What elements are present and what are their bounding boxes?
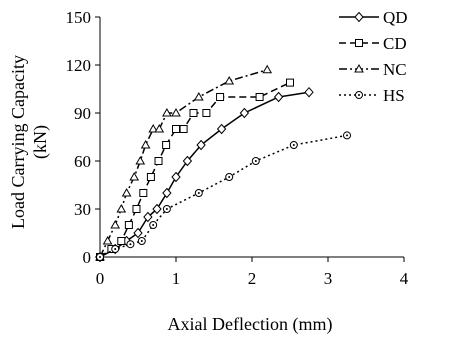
data-point-hs-center <box>140 240 143 242</box>
y-tick-label: 150 <box>66 8 92 27</box>
data-point-qd <box>304 86 314 98</box>
data-point-hs-center <box>99 256 101 258</box>
legend-item-nc: NC <box>339 60 407 79</box>
data-point-qd <box>143 211 153 223</box>
data-point-qd <box>152 203 162 215</box>
data-point-cd <box>189 109 198 117</box>
data-point-qd <box>162 187 172 199</box>
axes: 0 1 2 3 4 0 30 60 90 120 150 <box>66 8 409 288</box>
y-tick-label: 90 <box>74 104 91 123</box>
data-point-nc <box>171 107 181 117</box>
legend-marker-cd <box>355 39 363 47</box>
y-tick-label: 120 <box>66 56 92 75</box>
data-point-cd <box>139 189 148 197</box>
x-axis-label: Axial Deflection (mm) <box>168 314 333 335</box>
y-axis-label-line2: (kN) <box>30 125 51 159</box>
series-line-hs <box>99 134 348 258</box>
data-point-qd <box>273 91 284 103</box>
data-point-qd <box>133 227 143 239</box>
data-point-qd <box>182 155 193 167</box>
data-point-hs-center <box>129 243 132 246</box>
x-tick-label: 4 <box>400 269 409 288</box>
data-point-cd <box>117 237 126 245</box>
legend-marker-qd <box>354 11 364 23</box>
data-point-nc <box>129 171 140 181</box>
legend-label-qd: QD <box>383 8 408 27</box>
data-point-nc <box>116 203 127 213</box>
data-point-nc <box>262 64 273 74</box>
legend-item-hs: HS <box>339 86 405 105</box>
y-tick-label: 60 <box>74 152 91 171</box>
legend-item-qd: QD <box>339 8 408 27</box>
data-point-nc <box>162 107 172 117</box>
data-point-cd <box>172 125 180 133</box>
data-point-qd <box>216 123 227 135</box>
data-point-qd <box>196 139 206 151</box>
data-point-nc <box>140 139 151 149</box>
data-point-hs-center <box>152 224 155 226</box>
data-point-nc <box>193 91 204 101</box>
data-point-hs-center <box>228 176 231 178</box>
data-point-cd <box>146 173 155 181</box>
data-point-nc <box>148 123 159 133</box>
data-point-cd <box>179 125 188 133</box>
legend-label-hs: HS <box>383 86 405 105</box>
plot-area <box>95 64 351 263</box>
data-point-cd <box>162 141 171 149</box>
data-point-nc <box>135 155 146 165</box>
y-axis-label-line1: Load Carrying Capacity <box>8 55 28 229</box>
x-tick-label: 3 <box>324 269 333 288</box>
data-point-nc <box>154 123 165 133</box>
data-point-hs-center <box>114 248 117 250</box>
y-tick-label: 0 <box>83 248 92 267</box>
data-point-nc <box>102 235 113 245</box>
data-point-cd <box>216 93 225 101</box>
data-point-hs-center <box>254 160 257 162</box>
y-tick-label: 30 <box>74 200 91 219</box>
x-tick-label: 2 <box>248 269 257 288</box>
data-point-nc <box>224 75 235 85</box>
data-point-cd <box>132 205 141 213</box>
series-hs <box>96 131 351 261</box>
legend: QD CD NC HS <box>339 8 408 105</box>
data-point-hs-center <box>165 208 168 210</box>
legend-marker-nc <box>354 63 364 73</box>
legend-label-nc: NC <box>383 60 407 79</box>
data-point-qd <box>171 171 181 183</box>
data-point-cd <box>154 157 163 165</box>
legend-item-cd: CD <box>339 34 407 53</box>
series-line-cd <box>99 81 291 258</box>
data-point-nc <box>121 187 132 197</box>
legend-marker-hs-center <box>358 94 360 96</box>
data-point-hs-center <box>292 144 295 146</box>
series-cd <box>96 78 294 261</box>
data-point-cd <box>124 221 133 229</box>
data-point-qd <box>239 107 250 119</box>
legend-label-cd: CD <box>383 34 407 53</box>
data-point-nc <box>110 219 121 229</box>
data-point-hs-center <box>346 134 348 137</box>
series-nc <box>95 64 273 261</box>
data-point-hs-center <box>197 192 200 194</box>
data-point-cd <box>202 109 211 117</box>
data-point-cd <box>286 78 294 87</box>
data-point-cd <box>255 93 264 101</box>
x-tick-label: 1 <box>172 269 181 288</box>
x-tick-label: 0 <box>96 269 105 288</box>
